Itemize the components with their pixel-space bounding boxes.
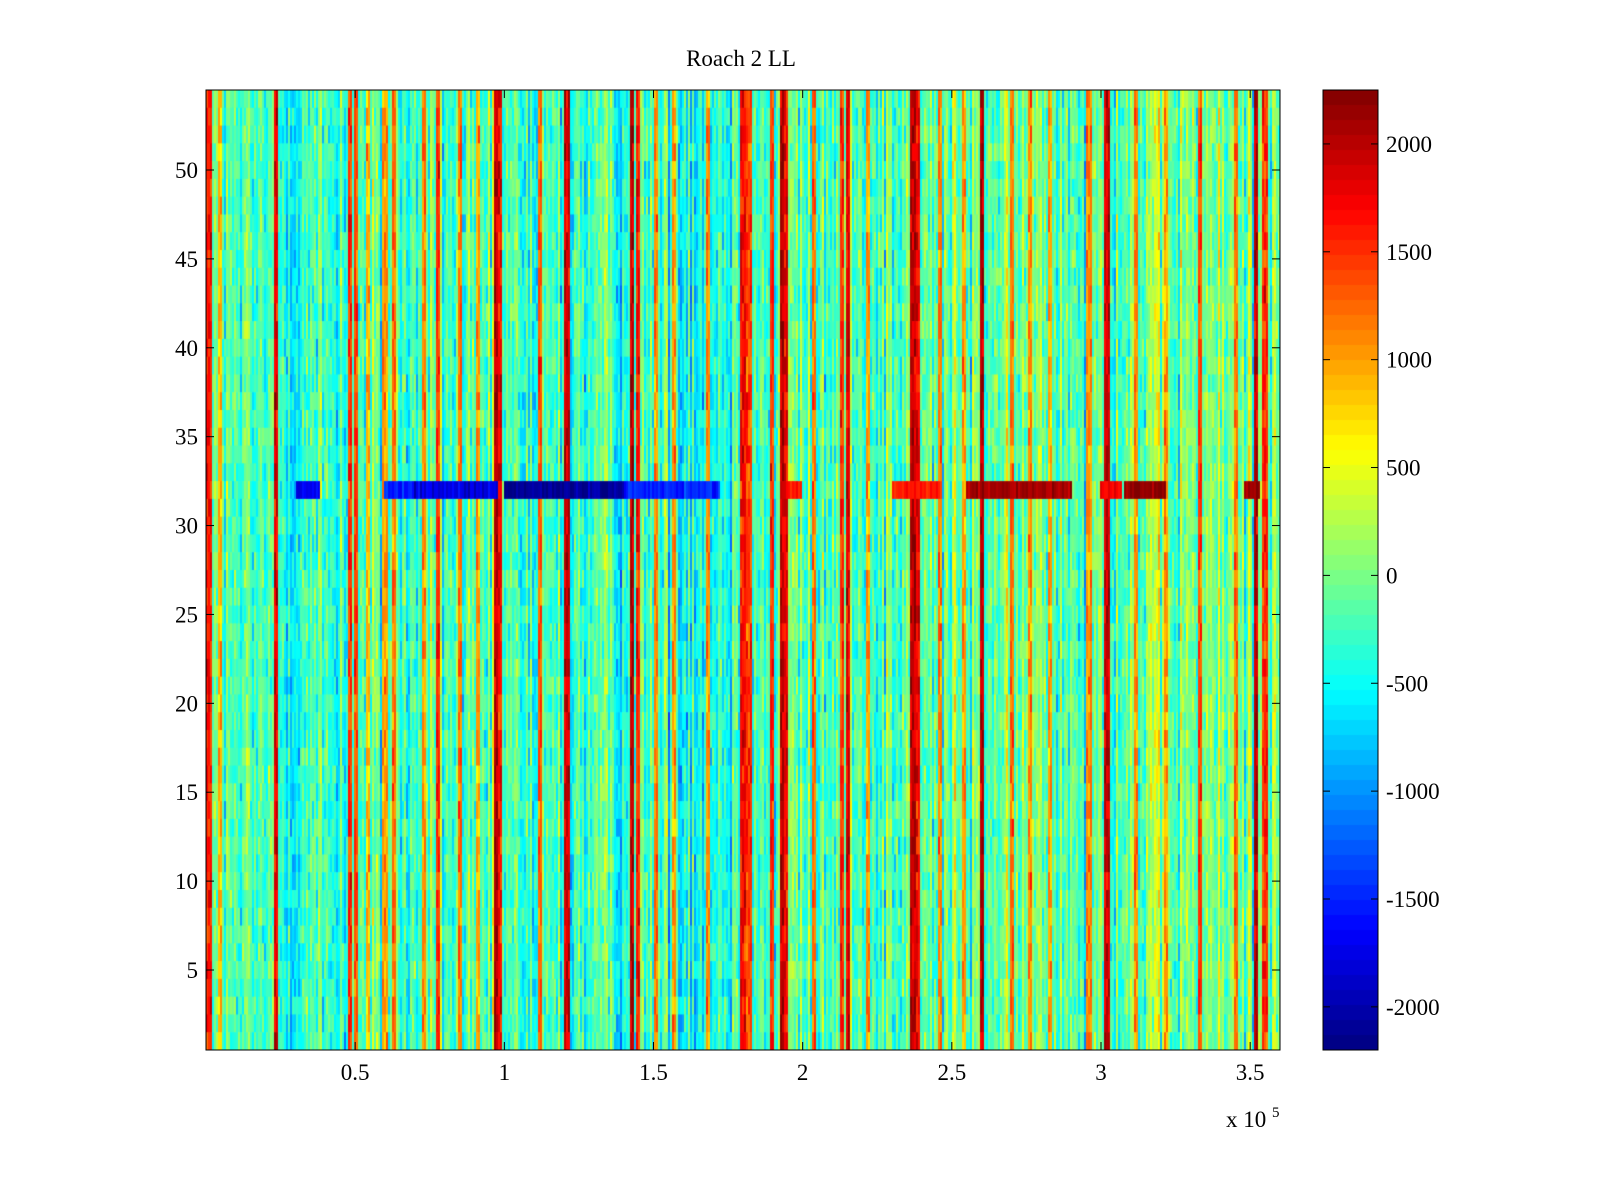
- x-exponent-base: x 10: [1226, 1107, 1266, 1132]
- y-tick-label: 25: [175, 602, 198, 627]
- y-tick-label: 40: [175, 336, 198, 361]
- chart-title: Roach 2 LL: [686, 46, 796, 71]
- colorbar-tick-label: 0: [1386, 563, 1398, 588]
- colorbar-tick-label: 1500: [1386, 240, 1432, 265]
- y-tick-label: 15: [175, 780, 198, 805]
- y-tick-label: 35: [175, 425, 198, 450]
- x-tick-label: 3: [1095, 1060, 1107, 1085]
- y-tick-label: 45: [175, 247, 198, 272]
- y-tick-label: 5: [187, 958, 199, 983]
- y-axis: 5 10 15 20 25 30 35 40 45 50: [175, 158, 1280, 983]
- heatmap-plot-area: 0.5 1 1.5 2 2.5 3 3.5 5 10 15 20 25 30 35 40 45 50 x 10…: [175, 89, 1281, 1132]
- x-tick-label: 3.5: [1236, 1060, 1265, 1085]
- colorbar-tick-label: 500: [1386, 456, 1421, 481]
- plot-frame: [205, 89, 1281, 1051]
- y-tick-label: 30: [175, 514, 198, 539]
- x-axis: 0.5 1 1.5 2 2.5 3 3.5: [341, 90, 1265, 1085]
- colorbar-tick-label: -500: [1386, 671, 1428, 696]
- colorbar: 2000 1500 1000 500 0 -500 -1000 -1500 -2000: [1322, 89, 1440, 1051]
- colorbar-ticks: 2000 1500 1000 500 0 -500 -1000 -1500 -2000: [1323, 132, 1440, 1020]
- colorbar-tick-label: 2000: [1386, 132, 1432, 157]
- colorbar-tick-label: -1000: [1386, 779, 1440, 804]
- x-exponent-label: x 10 5: [1226, 1105, 1280, 1132]
- colorbar-gradient: [1323, 90, 1378, 1050]
- x-exponent-power: 5: [1272, 1105, 1280, 1121]
- y-tick-label: 50: [175, 158, 198, 183]
- y-tick-label: 10: [175, 869, 198, 894]
- y-tick-label: 20: [175, 691, 198, 716]
- x-tick-label: 2.5: [937, 1060, 966, 1085]
- colorbar-tick-label: -1500: [1386, 887, 1440, 912]
- colorbar-frame: [1322, 89, 1379, 1051]
- colorbar-tick-label: 1000: [1386, 348, 1432, 373]
- colorbar-tick-label: -2000: [1386, 995, 1440, 1020]
- heatmap-image: [206, 90, 1280, 1050]
- x-tick-label: 2: [797, 1060, 809, 1085]
- x-tick-label: 1.5: [639, 1060, 668, 1085]
- x-tick-label: 0.5: [341, 1060, 370, 1085]
- x-tick-label: 1: [499, 1060, 511, 1085]
